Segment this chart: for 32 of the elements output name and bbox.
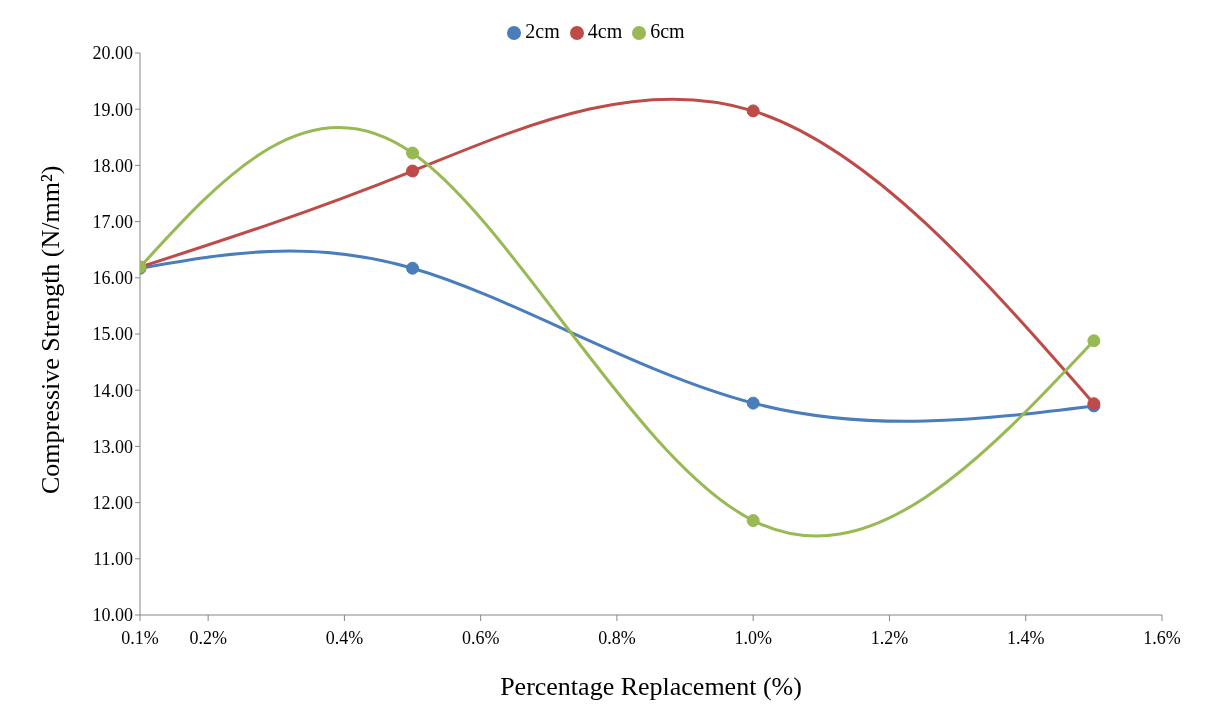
y-tick-label: 12.00 bbox=[92, 492, 133, 513]
y-tick-label: 20.00 bbox=[92, 43, 133, 64]
x-tick-label: 0.1% bbox=[121, 627, 159, 648]
y-tick-label: 13.00 bbox=[92, 436, 133, 457]
x-tick-label: 1.4% bbox=[1006, 627, 1045, 648]
y-tick-label: 16.00 bbox=[92, 268, 133, 289]
point bbox=[746, 514, 760, 528]
x-axis-title: Percentage Replacement (%) bbox=[500, 672, 802, 701]
point bbox=[406, 146, 420, 160]
x-tick-label: 0.2% bbox=[189, 627, 227, 648]
y-tick-label: 11.00 bbox=[93, 549, 133, 570]
y-tick-label: 17.00 bbox=[92, 211, 133, 232]
y-tick-label: 18.00 bbox=[92, 155, 133, 176]
point bbox=[406, 261, 420, 275]
x-tick-label: 1.0% bbox=[734, 627, 772, 648]
y-tick-label: 15.00 bbox=[92, 324, 133, 345]
point bbox=[746, 396, 760, 410]
x-tick-label: 1.2% bbox=[870, 627, 909, 648]
y-tick-label: 14.00 bbox=[92, 380, 133, 401]
y-axis-title: Compressive Strength (N/mm²) bbox=[36, 165, 66, 494]
legend-label: 6cm bbox=[650, 20, 685, 42]
y-tick-label: 10.00 bbox=[92, 605, 133, 626]
point bbox=[1087, 334, 1101, 348]
legend-label: 2cm bbox=[525, 20, 560, 42]
legend-label: 4cm bbox=[587, 20, 623, 42]
x-tick-label: 0.6% bbox=[461, 627, 500, 648]
point bbox=[746, 104, 760, 118]
x-tick-label: 0.8% bbox=[598, 627, 636, 648]
x-tick-label: 0.4% bbox=[325, 627, 364, 648]
x-tick-label: 1.6% bbox=[1143, 627, 1181, 648]
point bbox=[406, 164, 420, 178]
y-tick-label: 19.00 bbox=[92, 99, 133, 120]
